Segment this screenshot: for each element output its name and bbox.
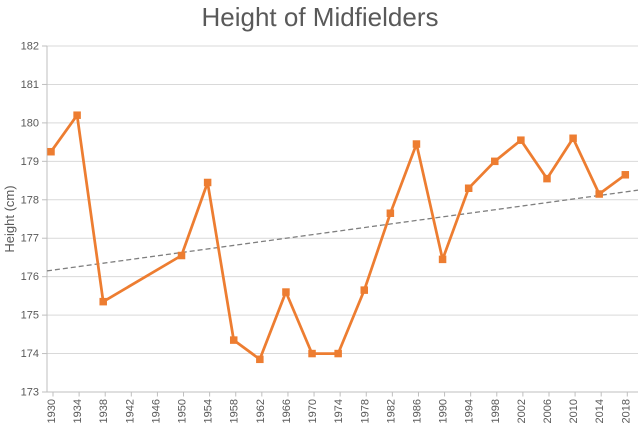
y-tick-label: 178 [21, 194, 39, 206]
x-tick-label: 1982 [385, 399, 397, 423]
data-point-marker [464, 184, 473, 192]
x-tick-label: 1974 [333, 399, 345, 423]
x-tick-label: 1994 [464, 399, 476, 423]
x-tick-label: 1958 [229, 399, 241, 423]
data-point-marker [203, 178, 212, 187]
x-tick-label: 1970 [307, 399, 319, 423]
x-tick-label: 1990 [438, 399, 450, 423]
data-point-marker [569, 134, 577, 143]
x-tick-label: 1966 [281, 399, 293, 423]
x-tick-label: 1938 [98, 399, 110, 423]
data-point-marker [438, 255, 447, 264]
y-tick-label: 180 [21, 117, 39, 129]
data-point-marker [543, 174, 551, 183]
y-tick-label: 181 [21, 79, 39, 91]
trendline [46, 189, 639, 272]
data-point-marker [73, 111, 81, 119]
x-tick-label: 1954 [203, 399, 215, 423]
data-point-marker [386, 209, 395, 217]
x-tick-label: 1998 [490, 399, 502, 423]
x-tick-label: 1942 [124, 399, 136, 423]
y-tick-label: 176 [21, 271, 39, 283]
x-tick-label: 1950 [177, 399, 189, 423]
x-tick-label: 1934 [72, 399, 84, 423]
data-point-marker [595, 190, 603, 198]
y-tick-label: 177 [21, 233, 39, 245]
data-point-marker [177, 251, 186, 260]
data-point-marker [412, 140, 421, 148]
data-point-marker [491, 157, 499, 166]
data-point-marker [621, 171, 630, 179]
x-tick-label: 2010 [568, 399, 580, 423]
y-tick-label: 175 [21, 310, 39, 322]
y-axis-title: Height (cm) [2, 185, 17, 252]
x-tick-label: 1986 [411, 399, 423, 423]
x-tick-label: 1962 [255, 399, 267, 423]
y-tick-label: 174 [21, 348, 39, 360]
x-tick-label: 2002 [516, 399, 528, 423]
data-point-marker [517, 136, 525, 144]
y-tick-label: 182 [21, 41, 39, 53]
y-tick-label: 179 [21, 156, 39, 168]
chart-title: Height of Midfielders [201, 2, 439, 32]
data-point-marker [282, 288, 290, 296]
data-point-marker [360, 286, 369, 294]
x-tick-label: 2018 [620, 399, 632, 423]
x-tick-label: 2014 [594, 399, 606, 423]
x-tick-label: 1978 [359, 399, 371, 423]
y-tick-label: 173 [21, 387, 39, 399]
data-point-marker [99, 297, 107, 306]
data-point-marker [47, 147, 55, 156]
data-point-marker [256, 355, 264, 364]
series-line [49, 113, 627, 361]
data-point-marker [308, 349, 316, 358]
x-tick-label: 1946 [150, 399, 162, 423]
x-tick-label: 1930 [46, 399, 58, 423]
x-tick-label: 2006 [542, 399, 554, 423]
data-point-marker [229, 336, 238, 344]
data-point-marker [334, 349, 342, 358]
